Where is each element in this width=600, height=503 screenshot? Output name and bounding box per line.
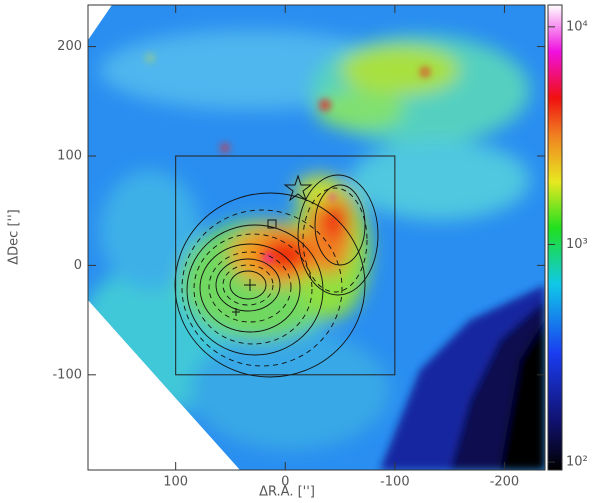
region-box: [175, 155, 396, 376]
y-tick-label: 0: [74, 258, 82, 273]
x-tick-label: -100: [380, 475, 410, 490]
x-tick-label: -200: [490, 475, 520, 490]
colorbar: [547, 4, 563, 471]
y-axis-label: ΔDec ['']: [7, 209, 22, 264]
x-tick-label: 100: [163, 475, 188, 490]
x-axis-label: ΔR.A. ['']: [259, 485, 315, 500]
colorbar-tick-label: 10³: [566, 237, 588, 252]
y-tick-label: 100: [57, 148, 82, 163]
plot-frame: [87, 4, 546, 471]
colorbar-tick-label: 10⁴: [566, 19, 588, 34]
colorbar-tick-label: 10²: [566, 455, 588, 470]
intensity-map: [88, 5, 545, 470]
x-tick-label: 0: [281, 475, 289, 490]
y-tick-label: 200: [57, 39, 82, 54]
y-tick-label: -100: [52, 367, 82, 382]
